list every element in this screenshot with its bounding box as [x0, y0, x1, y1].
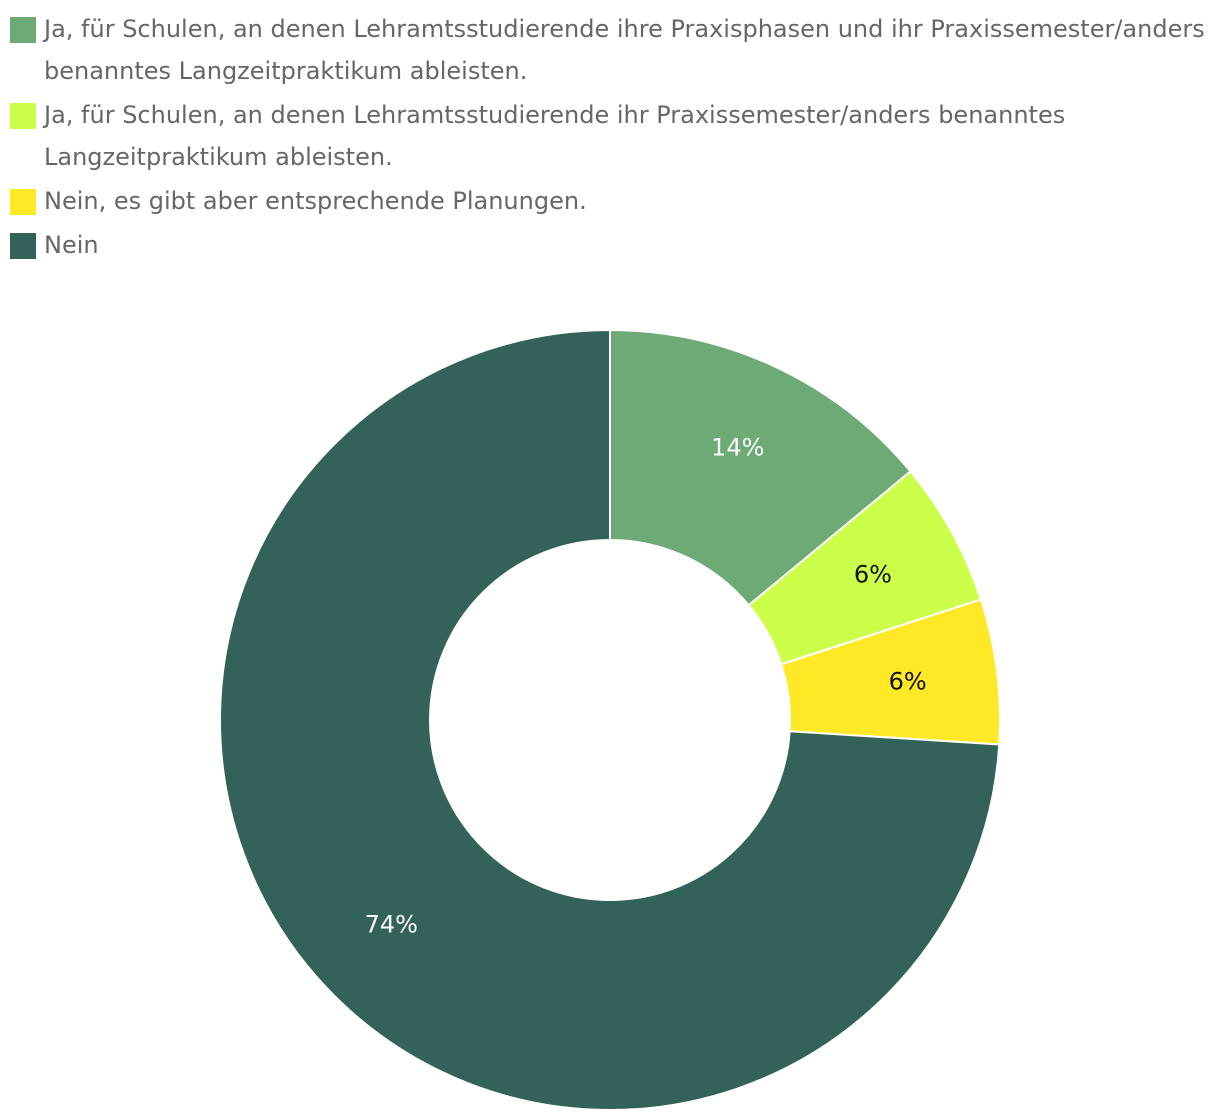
legend-item-nein[interactable]: Nein — [10, 224, 1210, 266]
legend-item-nein-planungen[interactable]: Nein, es gibt aber entsprechende Planung… — [10, 180, 1210, 222]
legend-swatch — [10, 233, 36, 259]
data-label-nein-planungen: 6% — [889, 667, 927, 695]
legend-swatch — [10, 189, 36, 215]
legend-label: Nein — [44, 231, 99, 259]
data-label-nein: 74% — [365, 910, 418, 938]
legend-label: Nein, es gibt aber entsprechende Planung… — [44, 187, 587, 215]
slice-praxisphasen-und-praxissemester[interactable] — [609, 328, 912, 607]
legend-swatch — [10, 103, 36, 129]
donut-slices — [219, 328, 1001, 1111]
data-label-praxissemester: 6% — [854, 560, 892, 588]
legend-swatch — [10, 17, 36, 43]
legend-item-praxisphasen-und-praxissemester[interactable]: Ja, für Schulen, an denen Lehramtsstudie… — [10, 8, 1210, 92]
legend-label: Ja, für Schulen, an denen Lehramtsstudie… — [44, 15, 1205, 85]
legend-label: Ja, für Schulen, an denen Lehramtsstudie… — [44, 101, 1066, 171]
legend: Ja, für Schulen, an denen Lehramtsstudie… — [10, 8, 1210, 268]
data-label-praxisphasen-und-praxissemester: 14% — [711, 434, 764, 462]
legend-item-praxissemester[interactable]: Ja, für Schulen, an denen Lehramtsstudie… — [10, 94, 1210, 178]
slice-nein[interactable] — [219, 328, 1001, 1111]
donut-data-labels: 14% 6% 6% 74% — [365, 434, 927, 939]
